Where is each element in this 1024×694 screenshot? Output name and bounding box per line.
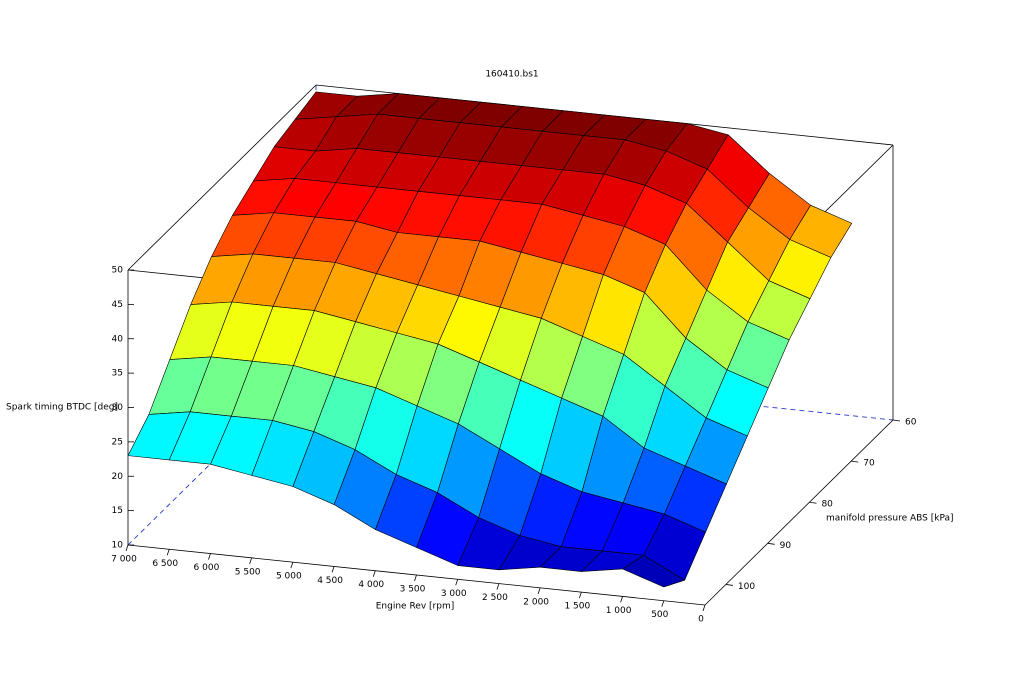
y-tick-label: 90 xyxy=(780,541,792,551)
x-tick xyxy=(208,553,211,560)
y-tick-label: 100 xyxy=(738,582,755,592)
x-tick xyxy=(166,549,170,556)
y-axis-label: manifold pressure ABS [kPa] xyxy=(826,514,954,524)
x-tick xyxy=(249,557,253,564)
x-tick xyxy=(537,587,541,594)
y-tick xyxy=(851,460,859,463)
x-tick xyxy=(496,583,500,590)
x-tick-label: 0 xyxy=(698,615,704,625)
x-tick-label: 2 500 xyxy=(482,593,508,603)
surface-patch xyxy=(127,411,191,461)
y-tick xyxy=(725,584,733,586)
z-tick-label: 30 xyxy=(112,403,124,413)
x-tick xyxy=(578,592,582,599)
x-tick-label: 3 500 xyxy=(400,585,426,595)
x-tick-label: 500 xyxy=(651,610,668,620)
z-axis-label: Spark timing BTDC [deg] xyxy=(6,403,118,413)
x-tick xyxy=(455,579,459,586)
x-tick xyxy=(125,544,129,552)
x-tick xyxy=(290,562,294,569)
y-tick-label: 70 xyxy=(863,459,875,469)
x-axis-label: Engine Rev [rpm] xyxy=(376,602,454,612)
z-tick-label: 25 xyxy=(112,437,123,447)
x-tick xyxy=(414,574,417,582)
x-tick-label: 2 000 xyxy=(523,597,549,607)
y-tick-label: 60 xyxy=(905,418,917,428)
y-tick xyxy=(809,501,817,504)
chart-title: 160410.bs1 xyxy=(485,70,538,80)
x-tick xyxy=(620,596,623,603)
z-tick-label: 20 xyxy=(112,472,124,482)
z-tick-label: 10 xyxy=(112,541,124,551)
x-tick xyxy=(372,570,376,577)
z-tick-label: 35 xyxy=(112,369,123,379)
y-tick-label: 80 xyxy=(821,500,833,510)
z-tick-label: 40 xyxy=(112,334,124,344)
x-tick xyxy=(331,566,335,573)
x-tick-label: 3 000 xyxy=(441,589,467,599)
x-tick-label: 7 000 xyxy=(111,555,137,565)
x-tick-label: 5 500 xyxy=(235,567,261,577)
x-tick-label: 6 000 xyxy=(194,563,220,573)
x-tick-label: 5 000 xyxy=(276,572,302,582)
x-tick-label: 4 000 xyxy=(358,580,384,590)
box-edge xyxy=(704,419,894,606)
box-edge xyxy=(127,84,317,271)
z-tick-label: 45 xyxy=(112,300,123,310)
z-tick-label: 15 xyxy=(112,506,123,516)
x-tick xyxy=(702,604,706,612)
x-tick-label: 1 000 xyxy=(606,606,632,616)
y-tick xyxy=(892,419,901,422)
x-tick-label: 6 500 xyxy=(152,559,178,569)
z-tick-label: 50 xyxy=(112,266,124,276)
y-tick xyxy=(767,542,775,545)
x-tick xyxy=(661,600,665,607)
x-tick-label: 1 500 xyxy=(564,602,590,612)
x-tick-label: 4 500 xyxy=(317,576,343,586)
